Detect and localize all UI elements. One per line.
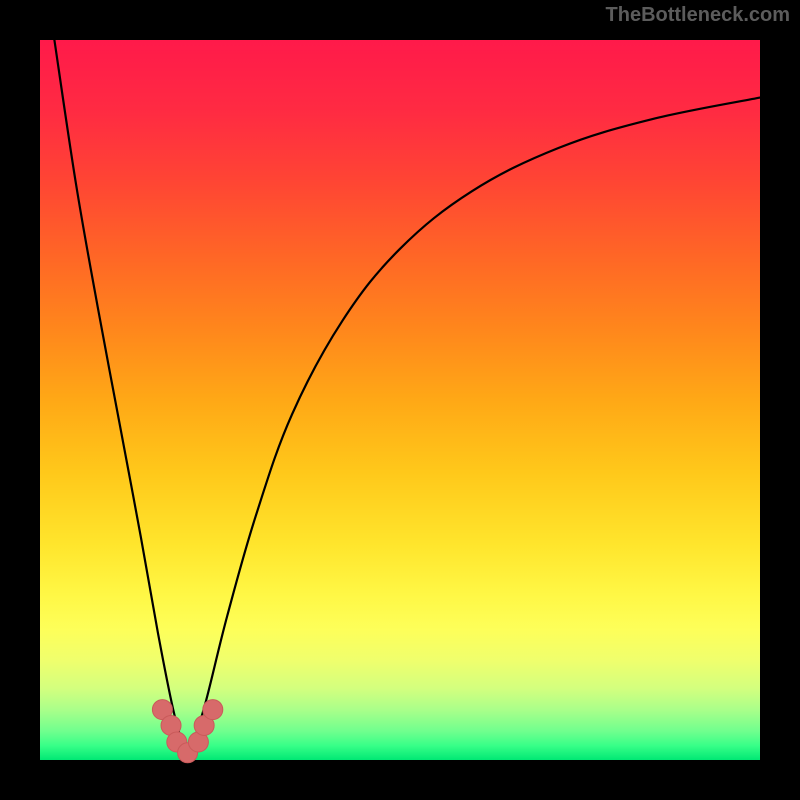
notch-marker-dot <box>203 700 223 720</box>
bottleneck-chart <box>0 0 800 800</box>
attribution-label: TheBottleneck.com <box>606 4 790 27</box>
chart-container: TheBottleneck.com <box>0 0 800 800</box>
plot-background <box>40 40 760 760</box>
